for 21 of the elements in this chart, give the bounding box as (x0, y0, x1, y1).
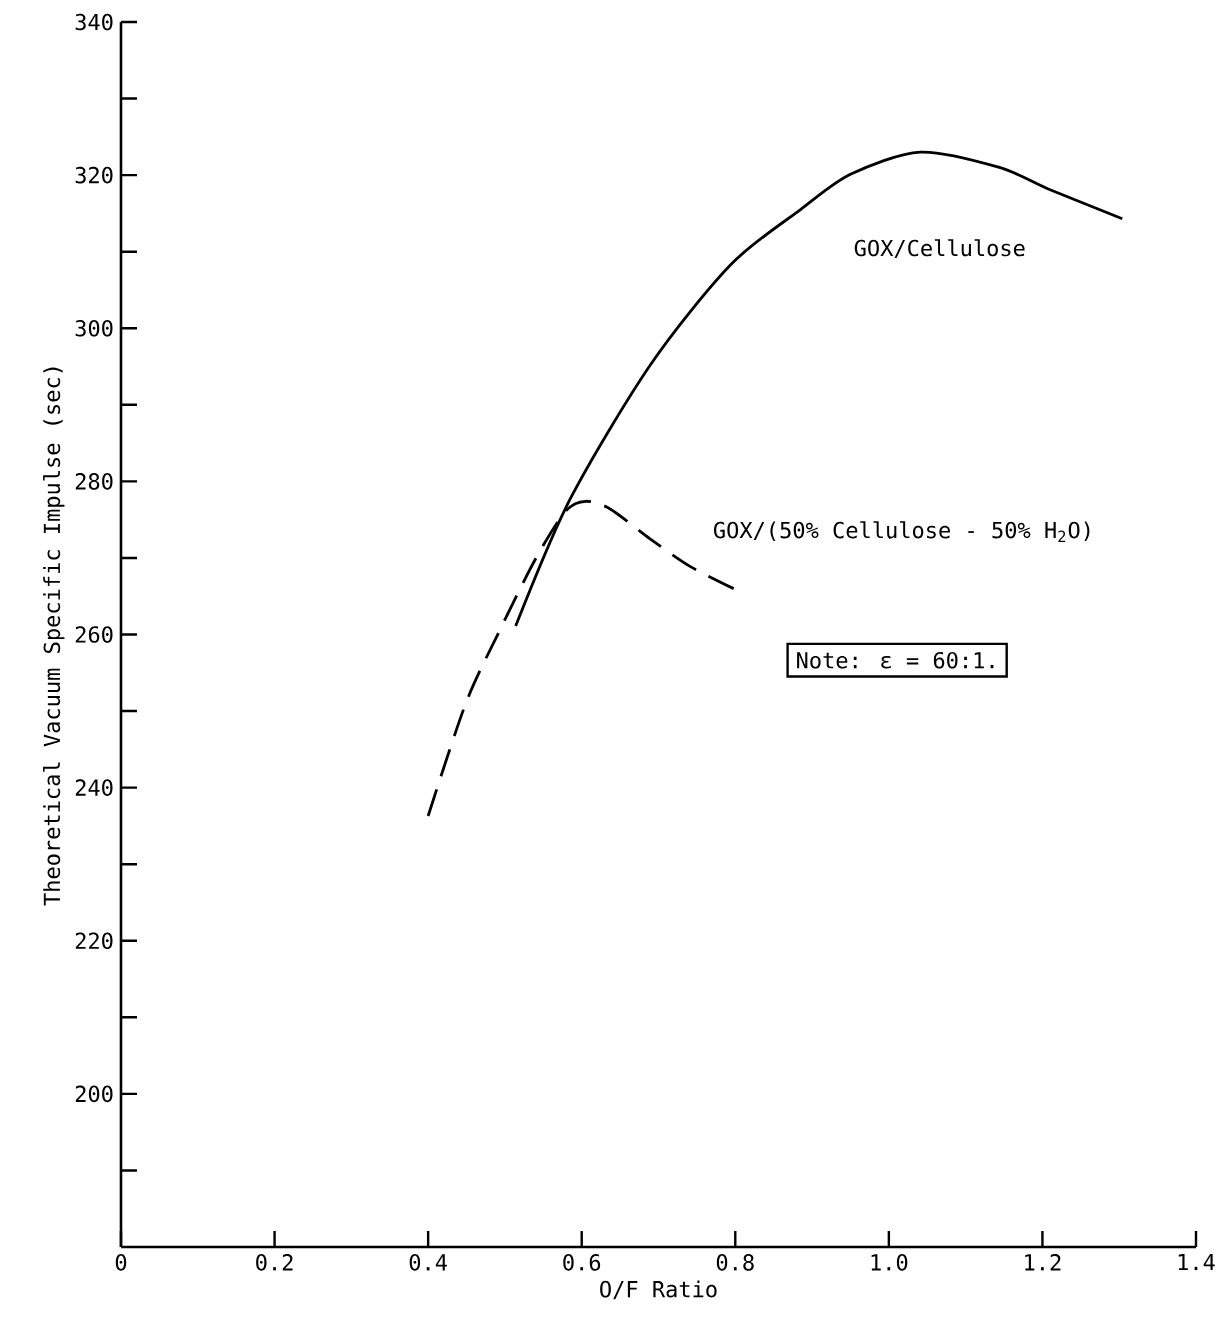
y-tick-label: 200 (75, 1085, 113, 1103)
y-tick-label: 220 (75, 932, 113, 950)
y-tick-label: 280 (75, 473, 113, 490)
y-tick-label: 340 (75, 13, 113, 31)
y-axis-title: Theoretical Vacuum Specific Impulse (sec) (43, 367, 65, 906)
x-tick-label: 0.4 (409, 1254, 447, 1271)
y-tick-label: 260 (75, 626, 113, 643)
x-axis-title: O/F Ratio (600, 1280, 717, 1300)
annotation: Note: ε = 60:1. (797, 651, 994, 669)
x-tick-label: 0 (115, 1254, 127, 1271)
y-tick-label: 300 (75, 319, 113, 337)
x-tick-label: 1.4 (1178, 1254, 1215, 1271)
y-tick-label: 240 (75, 779, 113, 796)
x-tick-label: 0.2 (256, 1254, 293, 1271)
text: GOX/Cellulose (854, 239, 1025, 259)
series-label: GOX/(50% Cellulose - 50% H$_{2}$O) (713, 521, 1090, 542)
y-tick-label: 320 (75, 166, 113, 184)
x-tick-label: 1.0 (871, 1254, 908, 1271)
x-tick-label: 0.6 (563, 1254, 601, 1271)
x-tick-label: 0.8 (716, 1254, 754, 1271)
x-tick-label: 1.2 (1025, 1254, 1061, 1271)
